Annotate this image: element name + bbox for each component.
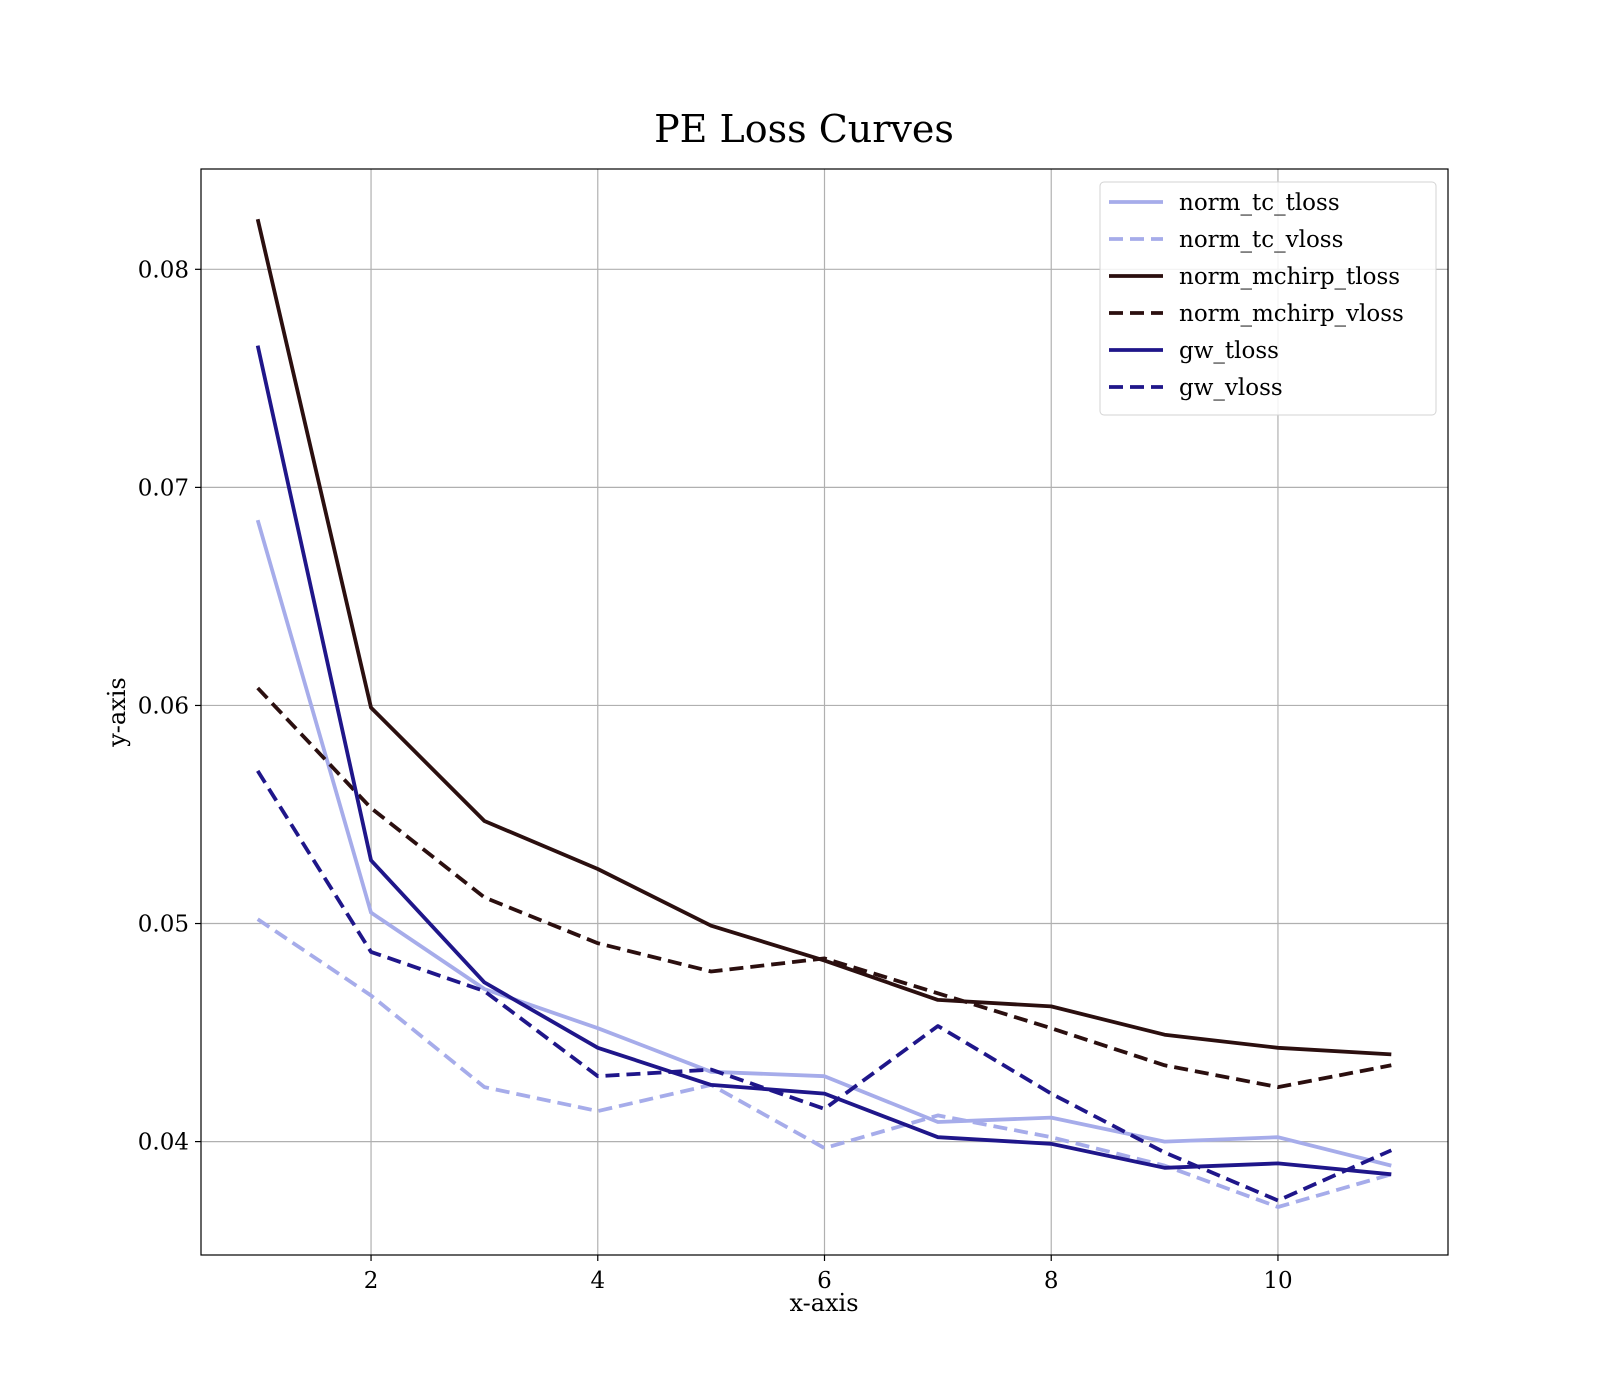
x-tick-label: 10 [1263, 1268, 1292, 1294]
legend-label: gw_tloss [1179, 338, 1279, 364]
y-tick-label: 0.07 [138, 475, 189, 501]
series-layer [255, 218, 1393, 1209]
series-line-norm-tc-tloss [255, 519, 1392, 1168]
x-axis-label: x-axis [789, 1289, 858, 1317]
y-tick-label: 0.05 [138, 912, 189, 938]
series-line-gw-tloss [255, 345, 1392, 1177]
legend: norm_tc_tloss norm_tc_vloss norm_mchirp_tl… [1099, 181, 1437, 416]
legend-frame [1099, 181, 1437, 416]
y-axis-label: y-axis [103, 677, 131, 748]
tick-layer: 2 4 6 8 10 0.04 0.05 0.06 0.07 0.08 [138, 257, 1293, 1294]
legend-label: norm_tc_vloss [1179, 227, 1343, 253]
y-tick-label: 0.08 [138, 257, 189, 283]
series-line-norm-tc-vloss [256, 917, 1392, 1209]
legend-label: norm_tc_tloss [1179, 190, 1340, 216]
y-tick-label: 0.04 [138, 1130, 189, 1156]
y-tick-label: 0.06 [138, 693, 189, 719]
series-line-norm-mchirp-tloss [255, 218, 1392, 1057]
x-tick-label: 6 [817, 1268, 832, 1294]
chart-title: PE Loss Curves [654, 107, 954, 151]
legend-label: norm_mchirp_vloss [1179, 301, 1404, 327]
series-line-norm-mchirp-vloss [256, 686, 1392, 1089]
x-tick-label: 8 [1044, 1268, 1059, 1294]
legend-label: norm_mchirp_tloss [1179, 264, 1400, 290]
x-tick-label: 4 [590, 1268, 605, 1294]
legend-label: gw_vloss [1179, 375, 1283, 401]
x-tick-label: 2 [364, 1268, 379, 1294]
